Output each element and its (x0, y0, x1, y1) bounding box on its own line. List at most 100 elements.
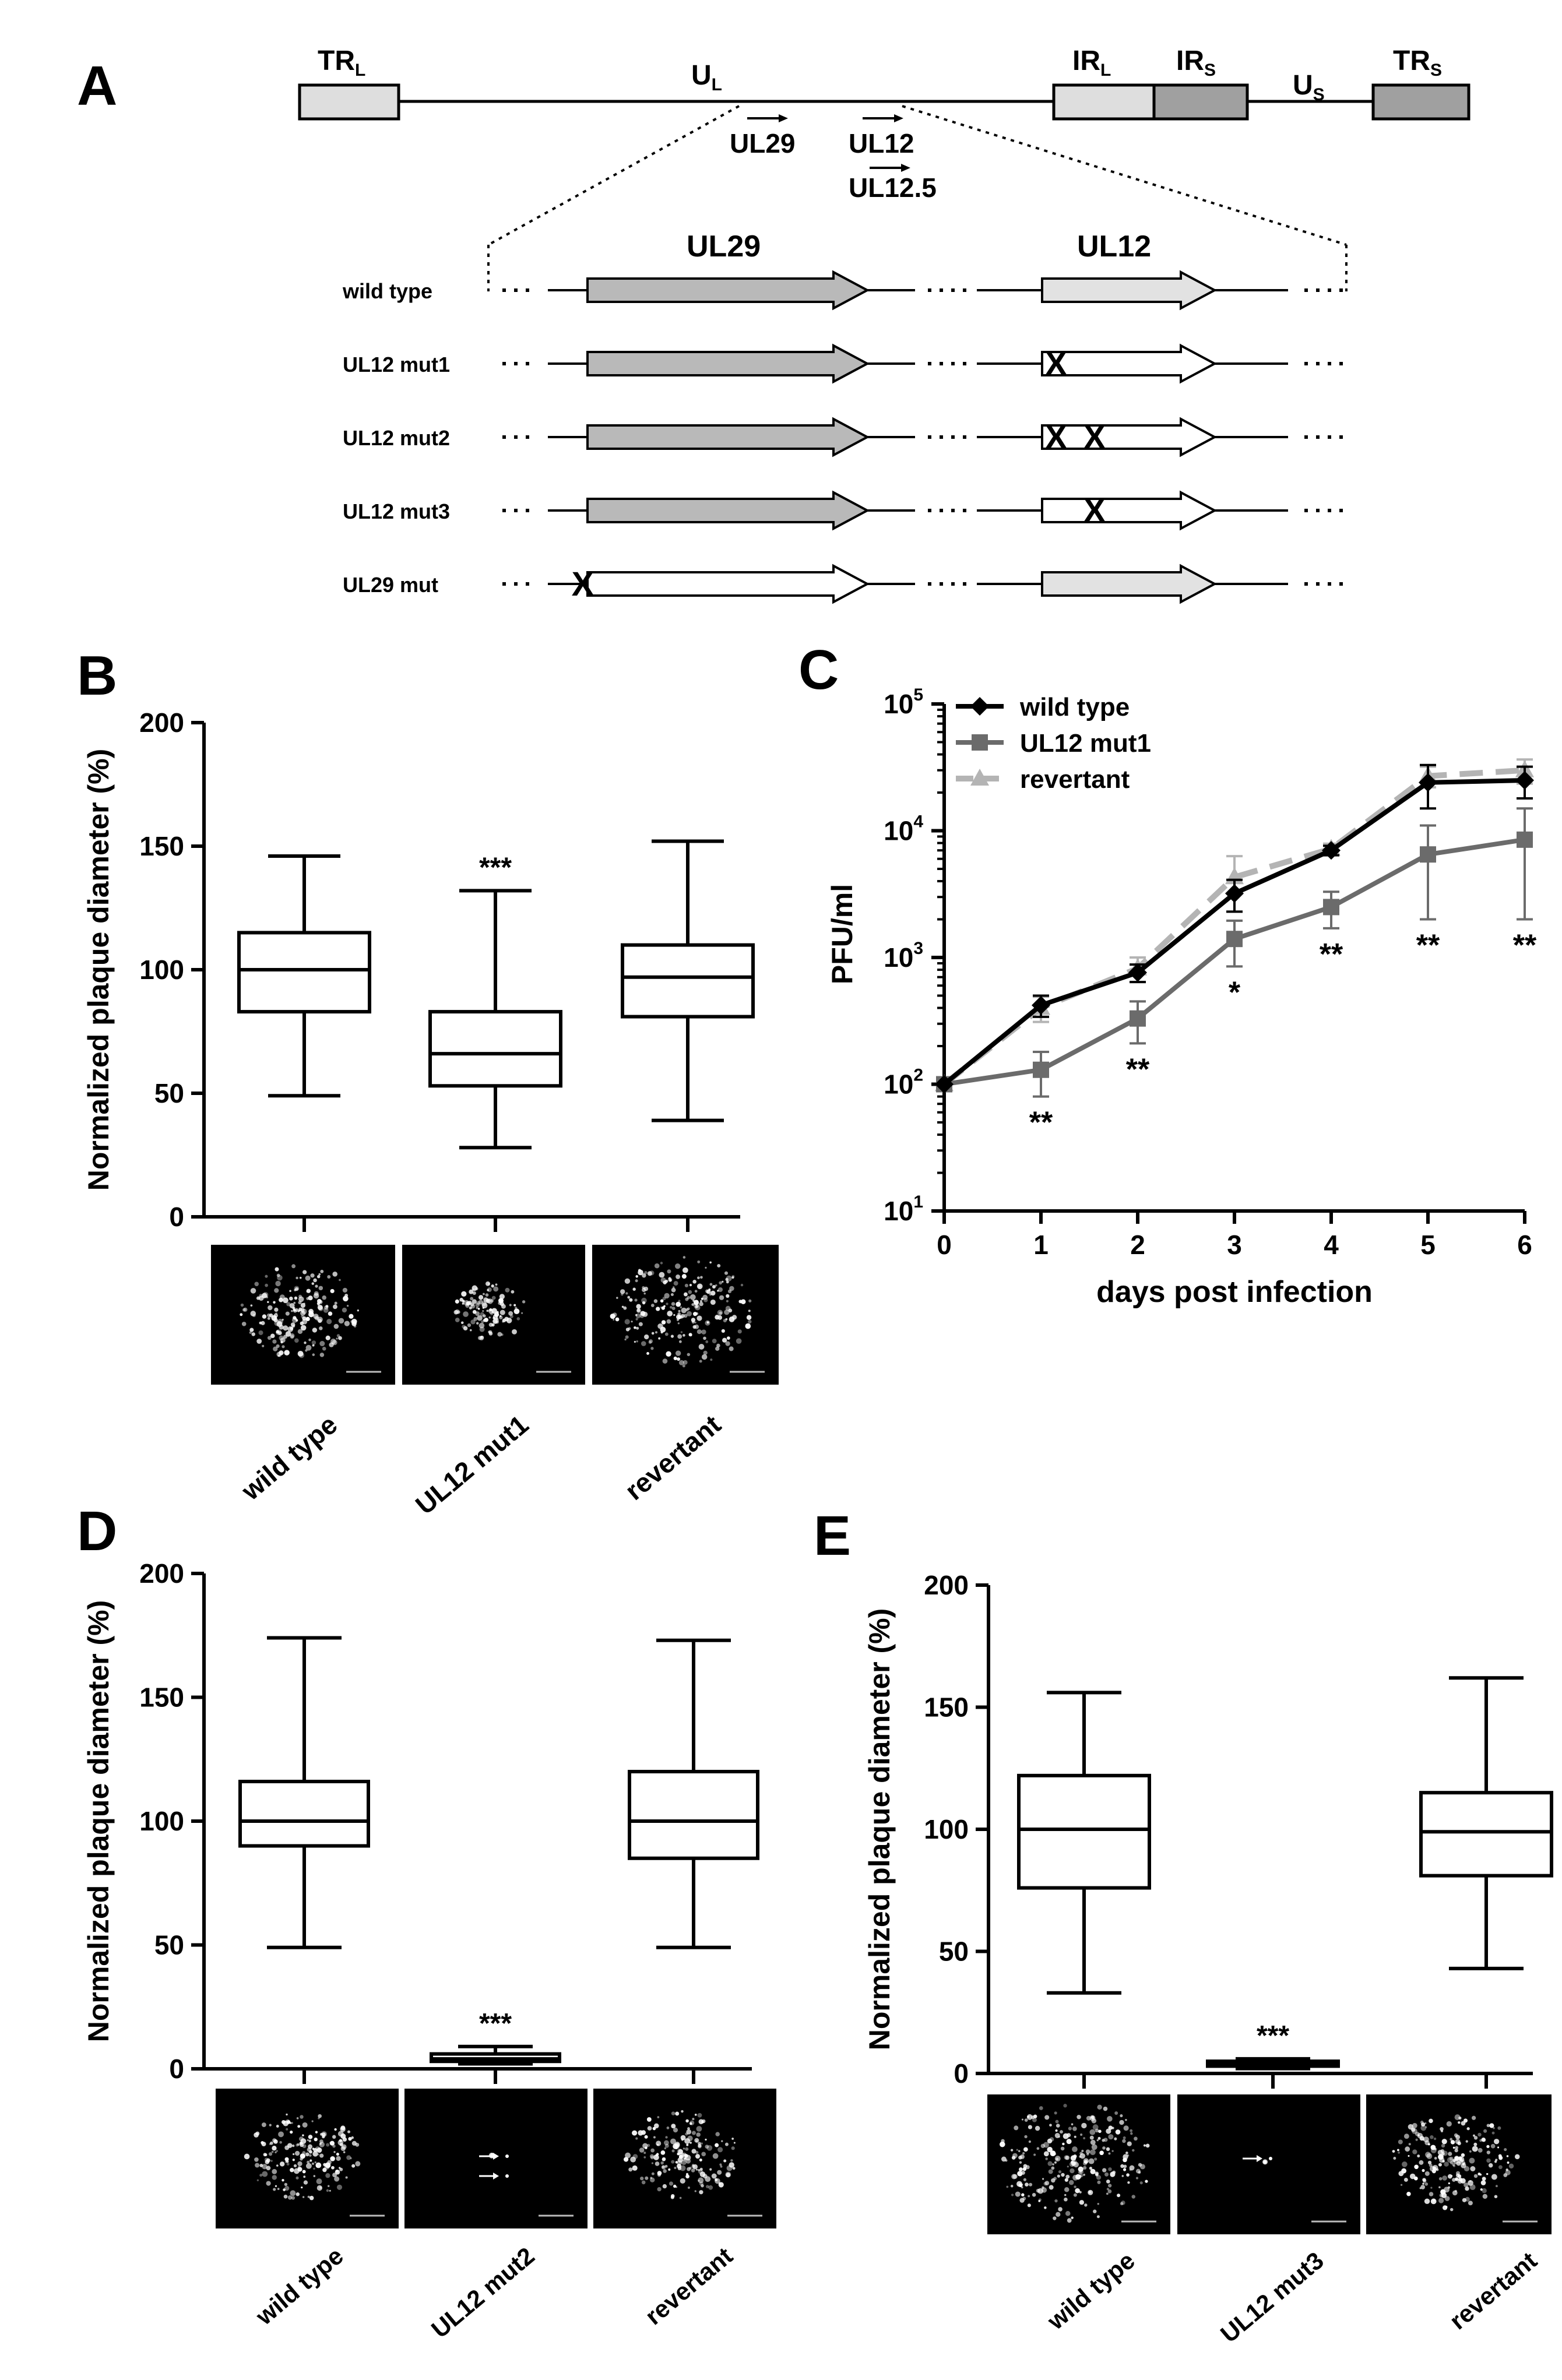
plaque-cell (667, 1311, 673, 1316)
plaque-cell (290, 1335, 294, 1339)
plaque-cell (657, 2116, 660, 2118)
plaque-cell (301, 2187, 303, 2189)
plaque-cell (729, 1346, 734, 1351)
plaque-cell (1129, 2165, 1135, 2171)
plaque-cell (1430, 2187, 1433, 2189)
plaque-cell (1482, 2177, 1486, 2181)
plaque-cell (698, 1285, 701, 1288)
plaque-cell (673, 2143, 679, 2149)
plaque-cell (654, 2123, 659, 2129)
plaque-cell (673, 2184, 677, 2188)
plaque-cell (512, 1329, 517, 1335)
category-label: revertant (640, 2242, 738, 2330)
y-tick-label: 150 (924, 1692, 969, 1723)
plaque-cell (261, 1321, 265, 1325)
plaque-cell (1017, 2171, 1023, 2177)
plaque-cell (1010, 2185, 1014, 2188)
trl-label: TRL (318, 45, 365, 80)
plaque-cell (1425, 2152, 1431, 2158)
plaque-cell (1025, 2165, 1030, 2170)
plaque-cell (1064, 2194, 1067, 2196)
plaque-cell (660, 1306, 662, 1308)
irs-label: IRS (1176, 45, 1216, 80)
plaque-cell (629, 1298, 633, 1302)
mutation-x-mark: X (572, 565, 594, 603)
plaque-cell (307, 2195, 310, 2198)
plaque-cell (313, 2147, 318, 2153)
plaque-cell (644, 2135, 648, 2139)
plaque-cell (508, 1311, 513, 1316)
plaque-cell (295, 2143, 299, 2147)
plaque-cell (1127, 2141, 1132, 2146)
plaque-cell (334, 2128, 337, 2131)
plaque-cell (1064, 2197, 1068, 2202)
plaque-cell (1114, 2111, 1118, 2115)
plaque-cell (649, 1339, 653, 1343)
y-tick-label: 100 (139, 955, 184, 985)
x-tick-label: 0 (937, 1230, 952, 1260)
plaque-cell (1442, 2175, 1447, 2181)
plaque-cell (1458, 2121, 1461, 2124)
row-label: UL12 mut1 (343, 353, 450, 376)
plaque-cell (1482, 2188, 1487, 2194)
plaque-cell (719, 1311, 722, 1315)
significance-label: *** (479, 852, 512, 883)
plaque-cell (1422, 2182, 1424, 2185)
row-label: UL29 mut (343, 573, 438, 597)
panel-e: E 0 50 100 150 200 Normalized plaque diameter… (814, 1505, 1553, 2348)
plaque-cell (1038, 2199, 1041, 2202)
plaque-cell (1454, 2189, 1457, 2192)
plaque-cell (655, 2154, 658, 2157)
plaque-cell (329, 2189, 331, 2192)
plaque-cell (634, 1298, 638, 1302)
plaque-cell (657, 2143, 659, 2146)
plaque-cell (642, 1287, 646, 1293)
plaque-cell (1469, 2150, 1472, 2153)
plaque-cell (681, 2138, 684, 2141)
ul29-gene-arrow (586, 490, 870, 531)
plaque-cell (694, 1290, 698, 1293)
plaque-cell (1050, 2150, 1056, 2157)
plaque-cell (308, 1338, 311, 1342)
plaque-cell (616, 1297, 618, 1299)
plaque-cell (1406, 2192, 1411, 2196)
plaque-cell (1095, 2128, 1099, 2133)
significance-label: ** (1513, 929, 1537, 963)
plaque-cell (1145, 2180, 1148, 2183)
plaque-cell (662, 2157, 666, 2161)
plaque-cell (1457, 2174, 1462, 2178)
plaque-cell (349, 1314, 354, 1319)
plaque-cell (731, 1276, 734, 1279)
plaque-cell (342, 1287, 347, 1293)
plaque-cell (283, 1325, 289, 1331)
plaque-cell (710, 1358, 713, 1361)
plaque-cell (1021, 2118, 1023, 2121)
plaque-cell (1057, 2174, 1060, 2178)
plaque-cell (332, 1340, 337, 1346)
plaque-cell (640, 2176, 644, 2181)
plaque-cell (1060, 2130, 1063, 2134)
plaque-cell (1450, 2175, 1453, 2177)
plaque-cell (698, 2169, 700, 2171)
plaque-cell (1056, 2124, 1060, 2128)
plaque-cell (276, 1344, 280, 1349)
plaque-cell (737, 1329, 742, 1334)
plaque-cell (1027, 2115, 1029, 2118)
plaque-cell (298, 1296, 304, 1302)
plaque-cell (1022, 2152, 1025, 2155)
plaque-cell (701, 1329, 706, 1335)
plaque-cell (1083, 2166, 1087, 2170)
y-tick-exponent: 2 (913, 1066, 923, 1085)
plaque-cell (1080, 2133, 1083, 2136)
box (621, 943, 755, 1019)
legend-label: revertant (1020, 765, 1130, 794)
plaque-cell (1078, 2174, 1082, 2178)
plaque-image (402, 1245, 585, 1385)
plaque-cell (284, 2182, 288, 2187)
plaque-cell (1122, 2139, 1126, 2143)
plaque-cell (1097, 2180, 1101, 2184)
plaque-cell (276, 1273, 280, 1277)
plaque-cell (1429, 2166, 1436, 2172)
plaque-cell (340, 2125, 346, 2131)
plaque-cell (1071, 2123, 1074, 2125)
